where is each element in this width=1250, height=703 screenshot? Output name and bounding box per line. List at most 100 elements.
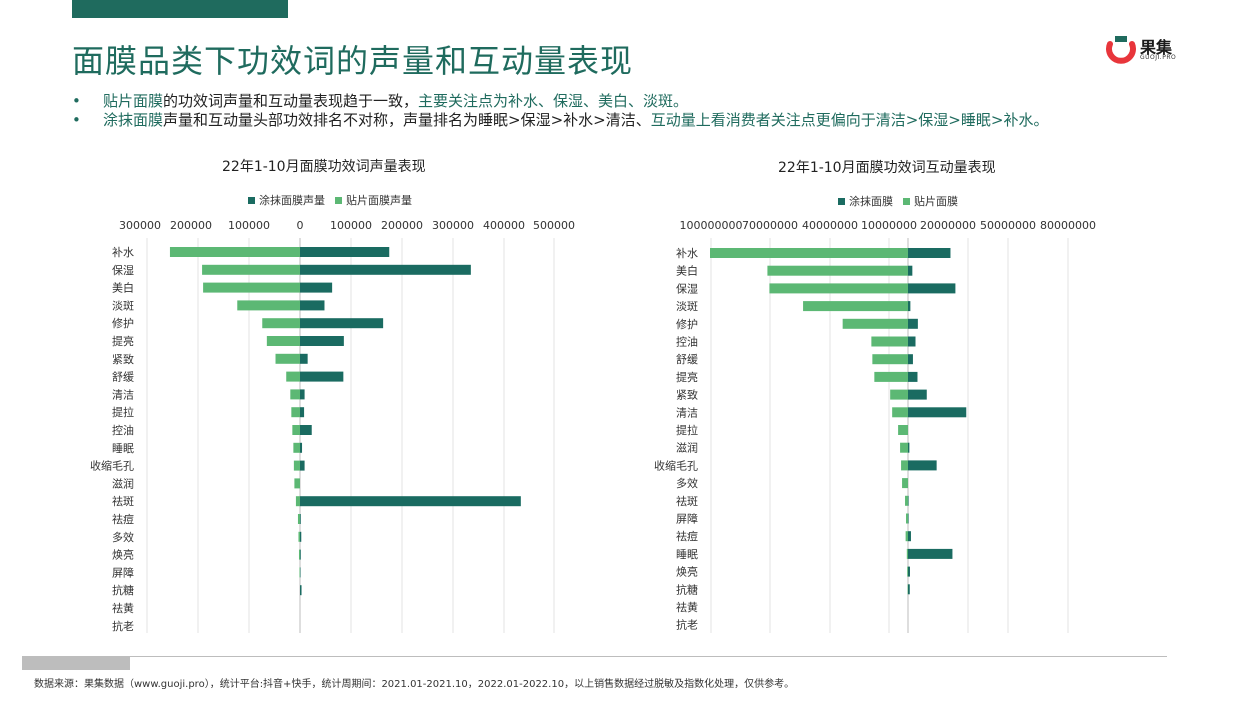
chart-2-bar-tiepian: [803, 301, 908, 312]
chart-1-bar-tumo: [300, 585, 302, 596]
chart-2-bar-tumo: [908, 354, 913, 365]
chart-1-legend: 涂抹面膜声量 贴片面膜声量: [248, 192, 422, 208]
chart-2-bar-tiepian: [906, 548, 908, 559]
chart-1-tick-label: 300000: [432, 219, 474, 232]
chart-2-bar-tumo: [908, 265, 913, 276]
chart-1-bar-tiepian: [293, 460, 300, 471]
chart-1-tick-label: 300000: [119, 219, 161, 232]
chart-1-category-label: 提拉: [112, 405, 134, 419]
chart-1-bar-tumo: [300, 371, 344, 382]
chart-2-category-label: 睡眠: [676, 548, 698, 561]
chart-2-bar-tiepian: [890, 389, 908, 400]
chart-2-bar-tumo: [908, 248, 951, 258]
chart-1-bar-tiepian: [262, 318, 300, 329]
chart-2-bar-tiepian: [905, 495, 908, 506]
chart-1-category-label: 淡斑: [112, 299, 134, 312]
chart-1-bar-tumo: [300, 407, 305, 418]
brand-name: 果集: [1140, 38, 1173, 57]
chart-1-category-label: 多效: [112, 530, 134, 544]
chart-1-bar-tiepian: [275, 353, 300, 364]
chart-1-bar-tiepian: [295, 496, 300, 507]
chart-1-category-label: 修护: [112, 316, 134, 330]
chart-2-bar-tiepian: [892, 407, 908, 418]
chart-1-bar-tiepian: [169, 247, 300, 257]
chart-2-bar-tiepian: [842, 318, 908, 329]
chart-2-category-label: 屏障: [676, 512, 698, 526]
chart-2-bar-tiepian: [902, 478, 908, 489]
chart-2-bar-tiepian: [871, 336, 908, 347]
chart-2-bar-tumo: [908, 389, 927, 400]
chart-1-category-label: 抗老: [112, 619, 134, 633]
chart-1-bar-tumo: [300, 496, 521, 507]
chart-1-tick-label: 0: [297, 219, 304, 232]
chart-1-bar-tumo: [300, 425, 312, 435]
chart-1-category-label: 祛黄: [112, 601, 134, 615]
chart-2-bar-tiepian: [710, 248, 908, 258]
chart-1-bar-tumo: [300, 514, 301, 524]
bullet-1-part-3: 主要关注点为补水、保湿、美白、淡斑。: [418, 92, 689, 110]
chart-1-bar-tiepian: [203, 282, 300, 293]
footer-source: 数据来源：果集数据（www.guoji.pro），统计平台:抖音+快手，统计周期…: [34, 679, 795, 690]
summary-bullets: • 贴片面膜的功效词声量和互动量表现趋于一致，主要关注点为补水、保湿、美白、淡斑…: [72, 92, 1172, 130]
chart-2-bar-tiepian: [900, 442, 908, 453]
chart-2-category-label: 保湿: [676, 281, 698, 295]
chart-2-legend-item-tiepian: 贴片面膜: [903, 193, 958, 209]
chart-1-bar-tumo: [300, 247, 390, 257]
chart-2-category-label: 舒缓: [676, 352, 698, 366]
chart-2-legend: 涂抹面膜 贴片面膜: [838, 193, 968, 209]
legend-swatch: [903, 197, 910, 205]
chart-1-bar-tiepian: [297, 514, 300, 524]
chart-2-bar-tiepian: [872, 354, 908, 365]
chart-2-category-label: 紧致: [676, 388, 698, 402]
brand-sub: GUOJI.PRO: [1140, 54, 1177, 61]
footer-accent-block: [22, 656, 130, 670]
chart-2-tick-label: 20000000: [920, 219, 976, 232]
chart-1-legend-label-1: 涂抹面膜声量: [259, 194, 325, 207]
bullet-1: • 贴片面膜的功效词声量和互动量表现趋于一致，主要关注点为补水、保湿、美白、淡斑…: [72, 92, 1172, 111]
bullet-2: • 涂抹面膜声量和互动量头部功效排名不对称，声量排名为睡眠>保湿>补水>清洁、互…: [72, 111, 1172, 130]
bullet-2-part-3: 互动量上看消费者关注点更偏向于清洁>保湿>睡眠>补水。: [650, 111, 1049, 129]
footer-divider: [22, 656, 1167, 657]
chart-2-tick-label: 100000000: [680, 219, 743, 232]
chart-2-tick-label: 50000000: [980, 219, 1036, 232]
chart-2-tick-label: 40000000: [802, 219, 858, 232]
chart-1-bar-tiepian: [298, 531, 300, 542]
chart-1-bar-tiepian: [298, 549, 300, 560]
chart-1-bar-tumo: [300, 549, 301, 560]
chart-2-category-label: 祛黄: [676, 600, 698, 614]
chart-2-bar-tumo: [908, 407, 967, 418]
chart-2-category-label: 提拉: [676, 423, 698, 437]
chart-1-category-label: 保湿: [112, 263, 134, 277]
chart-2-bar-tiepian: [769, 283, 908, 294]
chart-1-bar-tiepian: [294, 478, 300, 489]
chart-1-category-label: 祛痘: [112, 512, 134, 526]
bullet-2-part-2: 声量和互动量头部功效排名不对称，声量排名为睡眠>保湿>补水>清洁、: [163, 111, 651, 129]
chart-1-bar-tiepian: [202, 264, 300, 275]
top-accent-bar: [72, 0, 288, 18]
chart-1-bar-tumo: [300, 318, 384, 329]
chart-2-title: 22年1-10月面膜功效词互动量表现: [778, 160, 996, 176]
chart-1-category-label: 抗糖: [112, 583, 134, 597]
chart-2-category-label: 提亮: [676, 370, 698, 384]
chart-2-bar-tiepian: [874, 371, 908, 382]
chart-1-legend-item-tumo: 涂抹面膜声量: [248, 192, 325, 208]
chart-2-bar-tumo: [908, 531, 911, 542]
chart-1-category-label: 清洁: [112, 388, 134, 401]
chart-1-bar-tiepian: [286, 371, 300, 382]
chart-2-category-label: 抗老: [676, 618, 698, 632]
chart-1-tick-label: 200000: [170, 219, 212, 232]
legend-swatch: [248, 196, 255, 204]
chart-1-category-label: 睡眠: [112, 442, 134, 455]
brand-logo: 果集 GUOJI.PRO: [1106, 32, 1196, 68]
chart-1-bar-tiepian: [299, 567, 300, 578]
chart-1-bar-tumo: [300, 264, 471, 275]
chart-1-category-label: 补水: [112, 246, 134, 259]
bullet-1-part-2: 的功效词声量和互动量表现趋于一致，: [163, 92, 419, 110]
chart-2-bar-tumo: [908, 584, 910, 595]
chart-2-bar-tiepian: [898, 425, 908, 435]
chart-1-bar-tumo: [300, 460, 305, 471]
chart-2-bar-tiepian: [906, 513, 908, 524]
chart-1-category-label: 屏障: [112, 565, 134, 579]
chart-2-legend-label-1: 涂抹面膜: [849, 195, 893, 208]
